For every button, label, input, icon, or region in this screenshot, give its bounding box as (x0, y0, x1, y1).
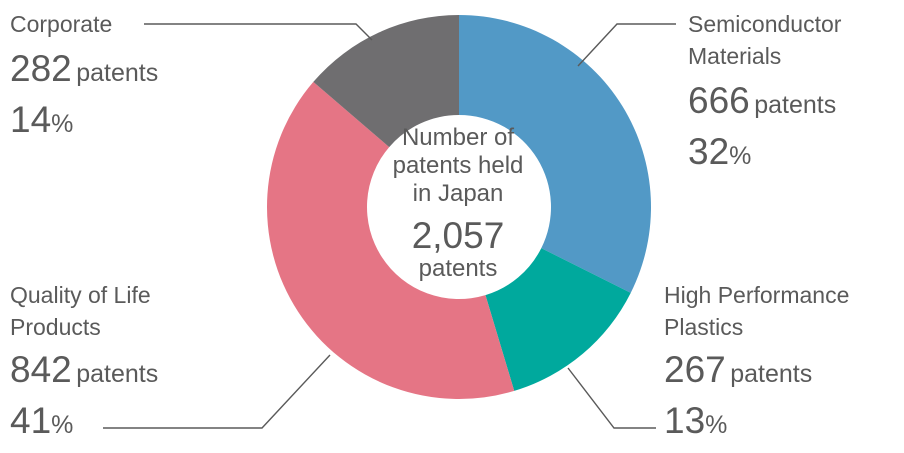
slice-value: 842 (10, 349, 72, 390)
leader-lines (103, 23, 676, 429)
leader-line-high-performance-plastics (567, 367, 656, 429)
center-title-line-1: Number of (401, 124, 515, 151)
center-total-unit: patents (418, 255, 498, 282)
donut-slices (266, 15, 651, 400)
slice-pct: 13 (664, 400, 706, 441)
donut-slice-high-performance-plastics (485, 248, 631, 391)
slice-name-line: Quality of Life (10, 282, 151, 308)
donut-slice-quality-of-life-products (266, 81, 515, 400)
center-title-line-2: patents held (392, 152, 524, 179)
label-semiconductor-materials: Semiconductor Materials 666 patents 32% (688, 8, 841, 170)
slice-value: 282 (10, 48, 72, 89)
center-total-value: 2,057 (411, 215, 505, 256)
center-title-line-3: in Japan (412, 180, 504, 207)
slice-pct: 41 (10, 400, 52, 441)
label-quality-of-life-products: Quality of Life Products 842 patents 41% (10, 279, 158, 439)
slice-unit: patents (730, 360, 813, 388)
slice-value: 267 (664, 349, 726, 390)
pct-symbol: % (705, 411, 728, 439)
label-corporate: Corporate 282 patents 14% (10, 8, 158, 138)
pct-symbol: % (51, 110, 74, 138)
pct-symbol: % (51, 411, 74, 439)
leader-line-corporate (144, 23, 373, 41)
leader-line-quality-of-life-products (103, 354, 331, 429)
slice-name-line: Semiconductor (688, 11, 842, 37)
center-label: Number of patents held in Japan 2,057 pa… (352, 124, 564, 282)
slice-unit: patents (76, 360, 159, 388)
slice-name-line: High Performance (664, 282, 850, 308)
slice-value: 666 (688, 80, 750, 121)
donut-slice-semiconductor-materials (459, 15, 651, 293)
slice-pct: 14 (10, 99, 52, 140)
pct-symbol: % (729, 142, 752, 170)
slice-name-line: Materials (688, 43, 782, 69)
slice-pct: 32 (688, 131, 730, 172)
slice-name-line: Products (10, 314, 101, 340)
donut-slice-corporate (313, 15, 459, 148)
leader-line-semiconductor-materials (577, 23, 676, 67)
slice-unit: patents (76, 59, 159, 87)
slice-unit: patents (754, 91, 837, 119)
slice-name-line: Corporate (10, 11, 113, 37)
slice-name-line: Plastics (664, 314, 744, 340)
label-high-performance-plastics: High Performance Plastics 267 patents 13… (664, 279, 849, 439)
